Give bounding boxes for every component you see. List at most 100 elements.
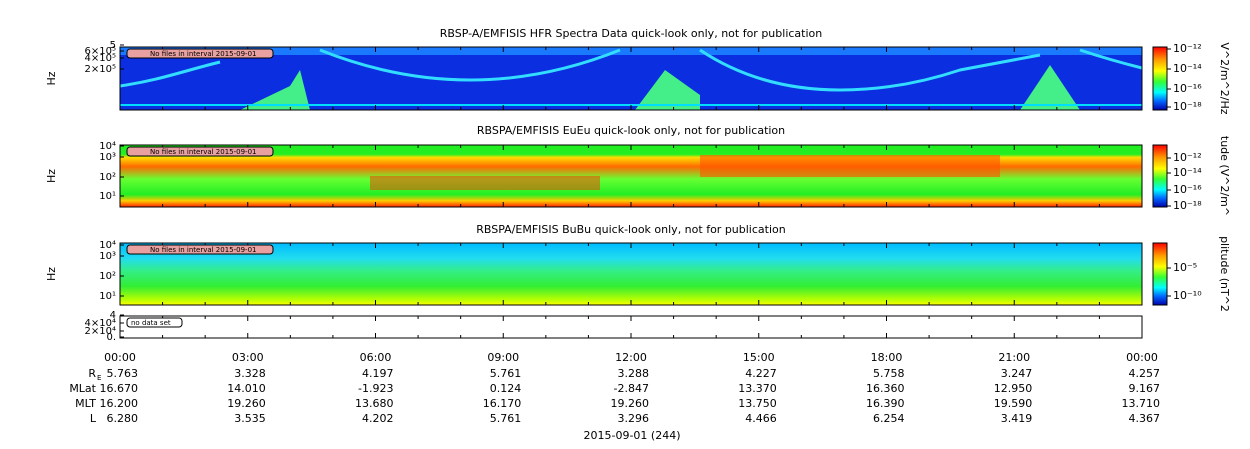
note-text: no data set <box>131 319 171 327</box>
y-tick-label: 2×10⁵ <box>85 64 116 75</box>
note-badge <box>126 146 274 157</box>
x-tick-label: 06:00 <box>360 351 392 364</box>
y-tick-label: 10¹ <box>99 291 116 302</box>
ephemeris-value: 4.227 <box>745 367 777 380</box>
ephemeris-value: 3.288 <box>618 367 650 380</box>
ephemeris-label: L <box>90 412 97 425</box>
colorbar-tick-label: 10⁻¹⁸ <box>1173 199 1202 212</box>
ephemeris-value: 4.202 <box>362 412 394 425</box>
ephemeris-value: 16.360 <box>866 382 905 395</box>
colorbar <box>1152 46 1168 111</box>
ephemeris-value: 9.167 <box>1129 382 1161 395</box>
colorbar-tick-label: 10⁻¹⁶ <box>1173 82 1202 95</box>
colorbar <box>1152 144 1168 208</box>
colorbar-tick-label: 10⁻¹⁴ <box>1173 166 1202 179</box>
empty-panel <box>120 316 1142 338</box>
ephemeris-value: 6.280 <box>107 412 139 425</box>
x-tick-label: 18:00 <box>871 351 903 364</box>
ephemeris-value: -1.923 <box>358 382 393 395</box>
x-tick-label: 00:00 <box>1126 351 1158 364</box>
ephemeris-value: 4.257 <box>1129 367 1161 380</box>
ephemeris-value: 4.197 <box>362 367 394 380</box>
x-tick-label: 09:00 <box>487 351 519 364</box>
panel-title: RBSPA/EMFISIS EuEu quick-look only, not … <box>477 124 785 137</box>
ephemeris-value: 16.670 <box>100 382 139 395</box>
y-axis-label: Hz <box>45 267 58 281</box>
y-tick-label: 0. <box>106 332 116 343</box>
ephemeris-value: 19.590 <box>994 397 1033 410</box>
colorbar-label: tude (V^2/m^ <box>1218 136 1231 216</box>
ephemeris-value: 5.761 <box>490 367 522 380</box>
spectrogram-2 <box>120 145 1142 207</box>
x-tick-label: 15:00 <box>743 351 775 364</box>
ephemeris-label-sub: E <box>97 374 101 382</box>
y-axis-label: Hz <box>45 71 58 85</box>
note-badge <box>126 244 274 255</box>
panel-title: RBSPA/EMFISIS BuBu quick-look only, not … <box>476 223 786 236</box>
colorbar-tick-label: 10⁻¹⁸ <box>1173 100 1202 113</box>
ephemeris-value: 5.763 <box>107 367 139 380</box>
spectrogram-3 <box>120 243 1142 305</box>
ephemeris-value: 4.367 <box>1129 412 1161 425</box>
y-tick-label: 10² <box>99 172 116 183</box>
ephemeris-value: 13.710 <box>1122 397 1161 410</box>
y-tick-label: 10⁴ <box>99 141 116 152</box>
y-tick-label: 10³ <box>99 251 116 262</box>
y-tick-label: 10² <box>99 271 116 282</box>
y-tick-label: 5 <box>110 40 116 51</box>
ephemeris-value: 3.535 <box>234 412 266 425</box>
y-tick-label: 10⁴ <box>99 240 116 251</box>
x-tick-label: 21:00 <box>998 351 1030 364</box>
colorbar-label: plitude (nT^2 <box>1218 236 1231 312</box>
y-tick-label: 4×10⁵ <box>85 53 116 64</box>
ephemeris-value: 16.200 <box>100 397 139 410</box>
colorbar-tick-label: 10⁻⁵ <box>1173 261 1197 274</box>
note-text: No files in interval 2015-09-01 <box>150 246 256 254</box>
ephemeris-value: 3.296 <box>618 412 650 425</box>
ephemeris-label: MLat <box>69 382 96 395</box>
y-tick-label: 4 <box>110 310 116 321</box>
colorbar-tick-label: 10⁻¹² <box>1173 42 1202 55</box>
ephemeris-value: 0.124 <box>490 382 522 395</box>
ephemeris-value: 12.950 <box>994 382 1033 395</box>
note-badge <box>126 48 274 59</box>
y-tick-label: 2×10⁴ <box>85 326 116 337</box>
ephemeris-value: 4.466 <box>745 412 777 425</box>
ephemeris-label: R <box>88 367 96 380</box>
ephemeris-value: 5.761 <box>490 412 522 425</box>
date-label: 2015-09-01 (244) <box>583 429 680 442</box>
ephemeris-value: 13.370 <box>738 382 777 395</box>
ephemeris-value: 6.254 <box>873 412 905 425</box>
ephemeris-value: 16.170 <box>483 397 522 410</box>
x-tick-label: 12:00 <box>615 351 647 364</box>
y-tick-label: 10³ <box>99 152 116 163</box>
colorbar-tick-label: 10⁻¹² <box>1173 151 1202 164</box>
ephemeris-value: 13.680 <box>355 397 394 410</box>
ephemeris-value: 3.419 <box>1001 412 1033 425</box>
note-text: No files in interval 2015-09-01 <box>150 50 256 58</box>
y-tick-label: 4×10⁴ <box>85 318 116 329</box>
ephemeris-value: 16.390 <box>866 397 905 410</box>
colorbar-tick-label: 10⁻¹⁴ <box>1173 62 1202 75</box>
x-tick-label: 03:00 <box>232 351 264 364</box>
colorbar <box>1152 242 1168 306</box>
colorbar-tick-label: 10⁻¹⁰ <box>1173 289 1202 302</box>
panel-title: RBSP-A/EMFISIS HFR Spectra Data quick-lo… <box>440 27 823 40</box>
y-tick-label: 10¹ <box>99 191 116 202</box>
ephemeris-value: 5.758 <box>873 367 905 380</box>
colorbar-label: V^2/m^2/Hz <box>1218 42 1231 114</box>
y-tick-label: 6×10⁵ <box>85 46 116 57</box>
y-axis-label: Hz <box>45 169 58 183</box>
ephemeris-value: 19.260 <box>227 397 266 410</box>
note-badge <box>126 317 183 328</box>
ephemeris-value: 3.328 <box>234 367 266 380</box>
x-tick-label: 00:00 <box>104 351 136 364</box>
ephemeris-value: 13.750 <box>738 397 777 410</box>
ephemeris-value: 3.247 <box>1001 367 1033 380</box>
note-text: No files in interval 2015-09-01 <box>150 148 256 156</box>
ephemeris-value: 14.010 <box>227 382 266 395</box>
ephemeris-label: MLT <box>75 397 96 410</box>
ephemeris-value: 19.260 <box>611 397 650 410</box>
colorbar-tick-label: 10⁻¹⁶ <box>1173 183 1202 196</box>
